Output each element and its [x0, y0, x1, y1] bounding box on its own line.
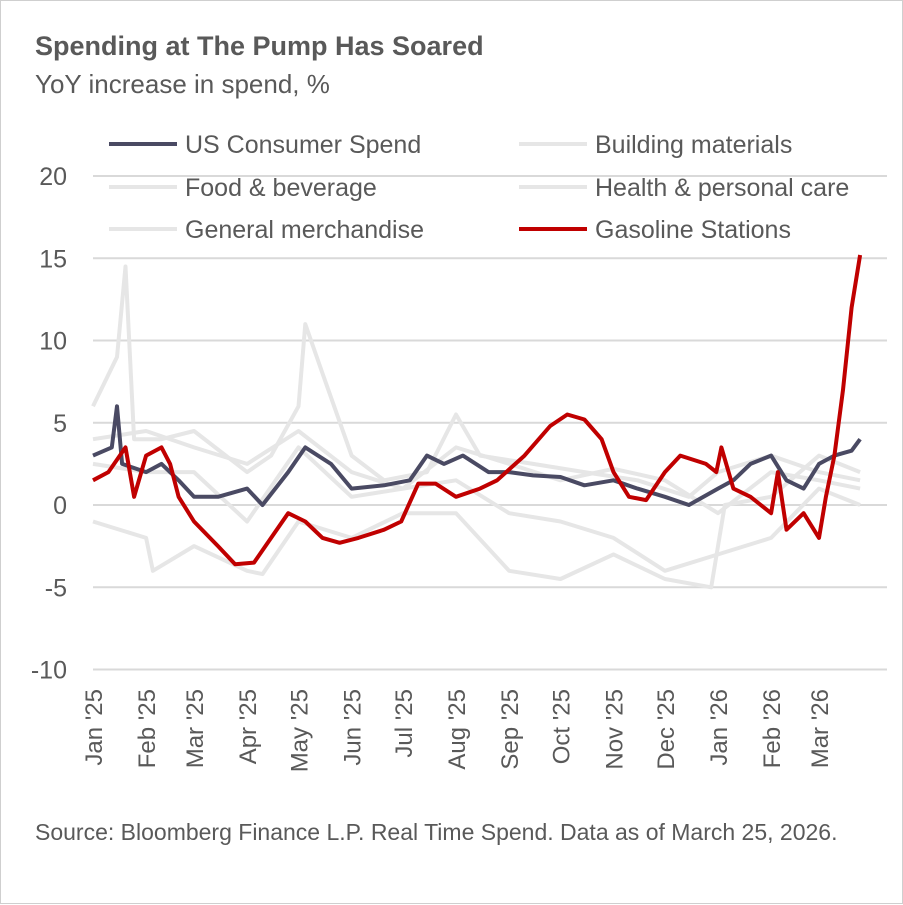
x-tick-label: Feb '26	[759, 689, 786, 768]
chart-subtitle: YoY increase in spend, %	[35, 69, 330, 99]
x-tick-label: Feb '25	[134, 689, 161, 768]
x-tick-label: Aug '25	[444, 689, 471, 770]
y-tick-label: 20	[39, 163, 67, 191]
y-tick-label: -5	[45, 574, 67, 602]
legend-label: Building materials	[595, 131, 792, 159]
x-tick-label: Jan '25	[81, 689, 108, 766]
y-tick-label: 15	[39, 245, 67, 273]
x-tick-label: Dec '25	[653, 689, 680, 770]
x-tick-label: Oct '25	[548, 689, 575, 764]
x-tick-label: Jun '25	[340, 689, 367, 766]
legend-label: General merchandise	[185, 216, 424, 244]
x-tick-label: Mar '25	[182, 689, 209, 768]
x-tick-label: Apr '25	[235, 689, 262, 764]
x-tick-label: Jan '26	[706, 689, 733, 766]
x-tick-label: Nov '25	[602, 689, 629, 770]
x-tick-label: May '25	[286, 689, 313, 772]
legend-label: US Consumer Spend	[185, 131, 421, 159]
x-tick-label: Mar '26	[807, 689, 834, 768]
series-line-gasoline-stations	[92, 254, 863, 567]
series-line-building-materials	[91, 264, 861, 499]
legend-label: Gasoline Stations	[595, 216, 791, 244]
x-tick-label: Jul '25	[391, 689, 418, 758]
chart-title: Spending at The Pump Has Soared	[35, 31, 484, 61]
y-tick-label: 5	[53, 410, 67, 438]
legend-label: Health & personal care	[595, 174, 849, 202]
series-line-us-consumer-spend	[92, 404, 862, 507]
y-tick-label: 10	[39, 328, 67, 356]
legend-label: Food & beverage	[185, 174, 377, 202]
y-tick-label: -10	[31, 657, 67, 685]
x-tick-label: Sep '25	[497, 689, 524, 770]
y-tick-label: 0	[53, 492, 67, 520]
source-note: Source: Bloomberg Finance L.P. Real Time…	[35, 819, 838, 845]
series-line-health-personal-care	[92, 453, 861, 590]
